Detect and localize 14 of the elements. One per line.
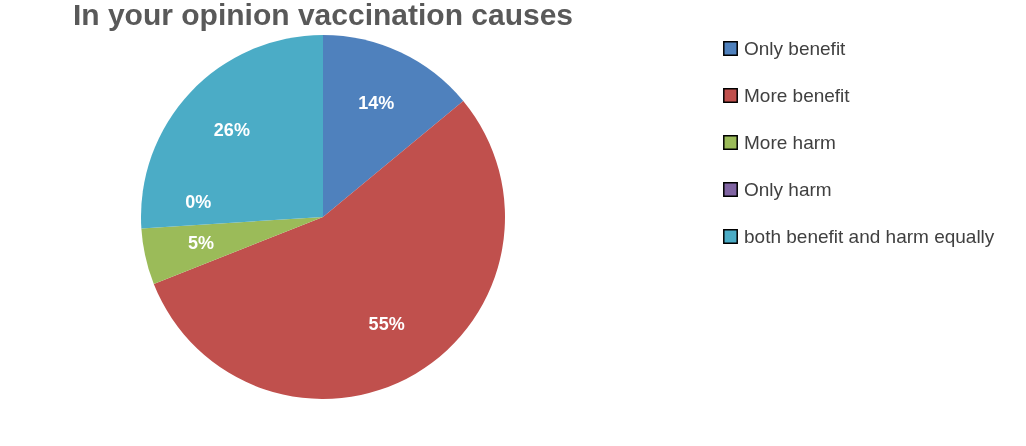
legend-label: both benefit and harm equally — [744, 225, 995, 247]
pie-slice — [141, 35, 323, 229]
data-label: 5% — [188, 233, 215, 254]
legend-label: Only harm — [744, 178, 832, 200]
pie-slice — [323, 35, 464, 217]
chart-title: In your opinion vaccination causes — [72, 0, 574, 31]
data-label: 26% — [213, 120, 250, 141]
legend-label: More benefit — [744, 84, 851, 106]
text: 0% — [185, 191, 212, 212]
legend-label: More harm — [744, 131, 836, 153]
legend-label: Only benefit — [744, 37, 847, 59]
pie-slice — [141, 217, 323, 284]
data-label: 55% — [368, 313, 405, 334]
data-label: 14% — [358, 92, 395, 113]
